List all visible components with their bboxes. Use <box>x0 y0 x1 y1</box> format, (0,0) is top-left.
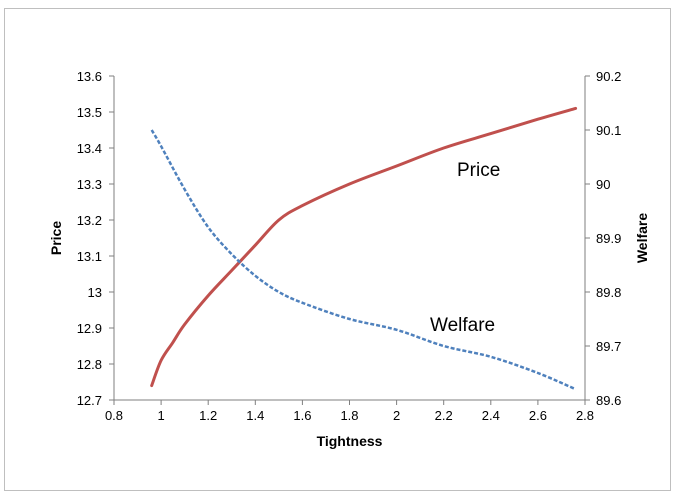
x-tick-label: 2.2 <box>435 408 453 423</box>
x-tick-label: 0.8 <box>105 408 123 423</box>
y-axis-title: Price <box>48 221 64 255</box>
y-tick-label: 13.1 <box>77 249 102 264</box>
x-tick-label: 2.6 <box>529 408 547 423</box>
x-tick-label: 1.8 <box>340 408 358 423</box>
x-axis-title: Tightness <box>317 433 383 449</box>
y-tick-label: 12.9 <box>77 321 102 336</box>
y2-tick-label: 90 <box>596 177 610 192</box>
annotation-welfare: Welfare <box>430 315 495 336</box>
y2-tick-label: 90.2 <box>596 69 621 84</box>
x-tick-label: 1.6 <box>293 408 311 423</box>
x-tick-label: 1.4 <box>246 408 264 423</box>
y-tick-label: 13.3 <box>77 177 102 192</box>
y-tick-label: 12.8 <box>77 357 102 372</box>
y2-tick-label: 89.7 <box>596 339 621 354</box>
x-tick-label: 2.4 <box>482 408 500 423</box>
series-line-price <box>150 106 578 388</box>
annotation-price: Price <box>457 160 500 181</box>
y-tick-label: 13.4 <box>77 141 102 156</box>
y2-tick-label: 89.6 <box>596 393 621 408</box>
y-tick-label: 13.6 <box>77 69 102 84</box>
x-tick-label: 1.2 <box>199 408 217 423</box>
y2-axis-title: Welfare <box>634 213 650 264</box>
x-tick-label: 1 <box>157 408 164 423</box>
y-tick-label: 13.5 <box>77 105 102 120</box>
y-tick-label: 13 <box>88 285 102 300</box>
y-tick-label: 12.7 <box>77 393 102 408</box>
y2-tick-label: 90.1 <box>596 123 621 138</box>
y2-tick-label: 89.9 <box>596 231 621 246</box>
y-tick-label: 13.2 <box>77 213 102 228</box>
series-line-welfare <box>150 129 577 391</box>
y2-tick-label: 89.8 <box>596 285 621 300</box>
x-tick-label: 2 <box>393 408 400 423</box>
chart-area <box>4 8 671 491</box>
x-tick-label: 2.8 <box>576 408 594 423</box>
